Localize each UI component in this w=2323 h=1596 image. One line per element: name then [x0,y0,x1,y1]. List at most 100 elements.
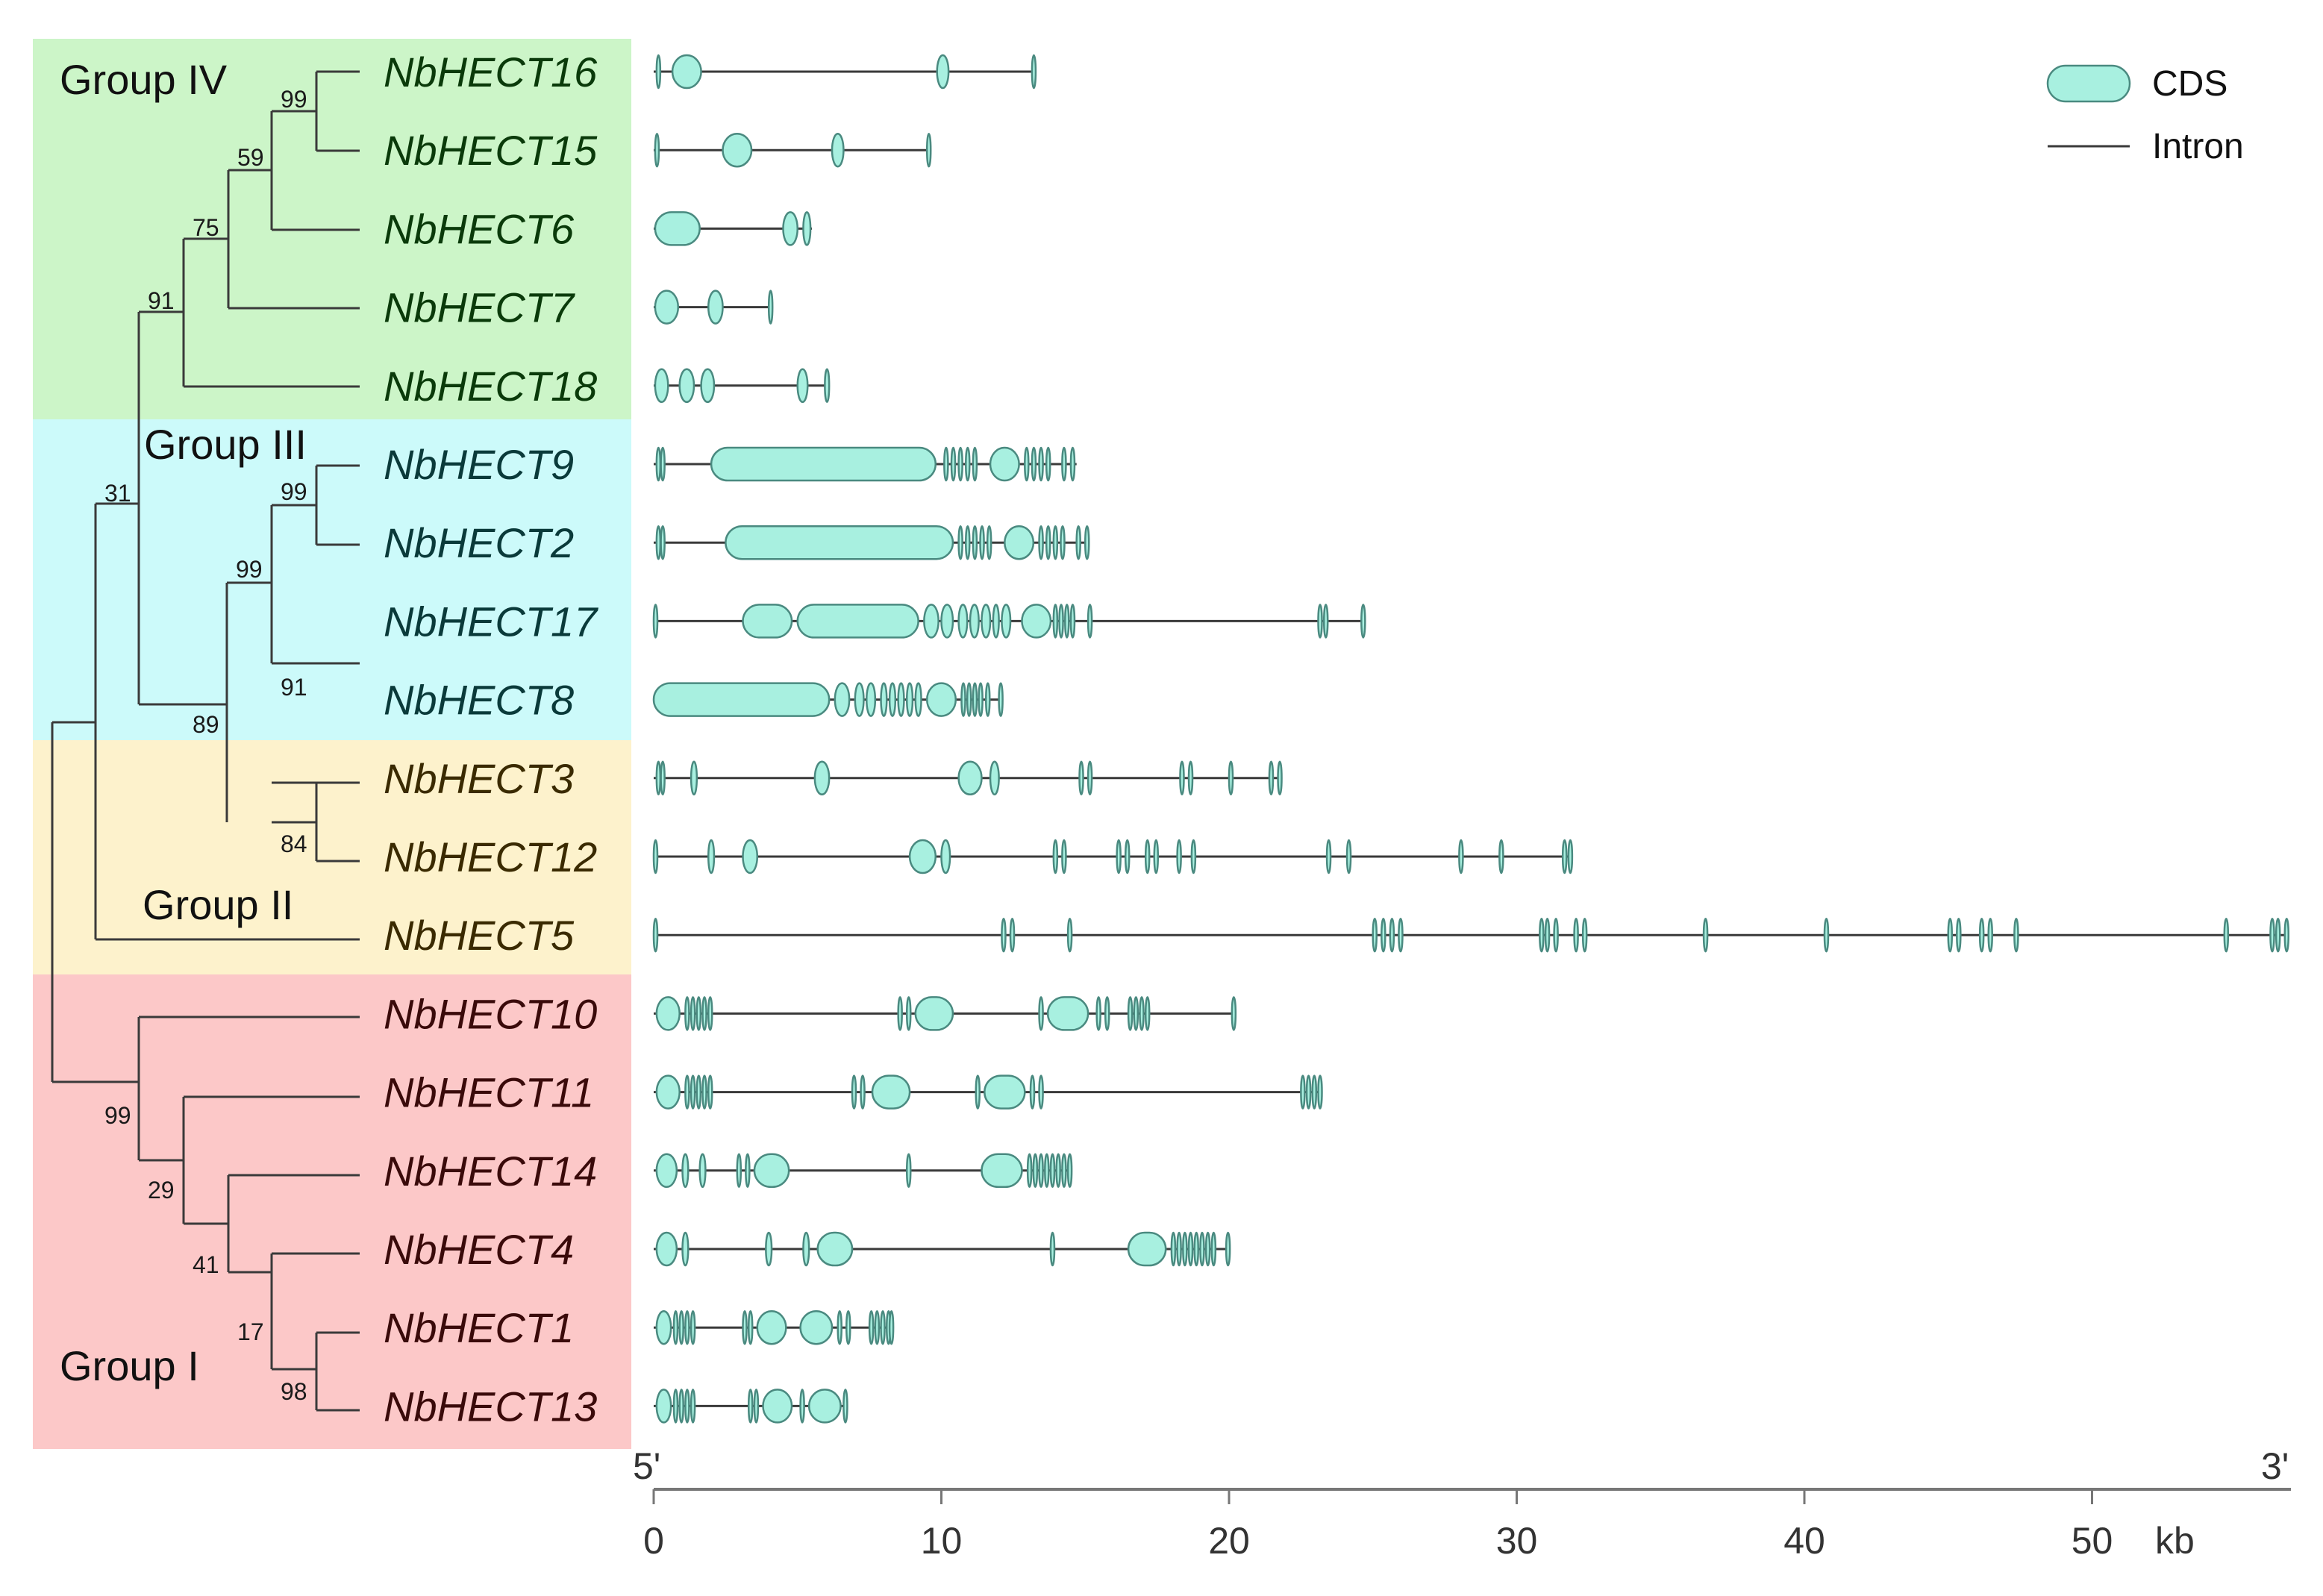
gene-structures [652,54,2290,1424]
cds-block [1561,839,1568,874]
cds-block [1389,917,1395,953]
cds-block [1225,1231,1231,1267]
cds-block [1193,1231,1199,1267]
bootstrap-value: 84 [281,830,307,857]
cds-block [660,760,666,796]
cds-block [874,1309,881,1345]
cds-block [1956,917,1962,953]
cds-block [654,368,669,404]
phylogenetic-tree [51,70,360,1412]
cds-block [992,604,1000,639]
cds-block [655,996,681,1031]
cds-block [972,446,978,482]
cds-block [690,760,698,796]
cds-block [690,1309,696,1345]
cds-block [700,368,716,404]
cds-block [1046,996,1089,1031]
cds-block [796,368,809,404]
cds-block [1049,1153,1056,1189]
cds-block [1176,1231,1182,1267]
cds-block [655,1389,672,1424]
gene-name-label: NbHECT11 [384,1069,594,1116]
gene-structure-row [654,368,831,404]
cds-block [851,1074,857,1110]
gene-name-label: NbHECT13 [384,1383,597,1430]
cds-block [1127,996,1134,1031]
cds-block [1032,1153,1039,1189]
cds-block [1176,839,1182,874]
cds-block [698,1153,707,1189]
axis-tick-label: 20 [1208,1520,1250,1562]
cds-block [2223,917,2230,953]
cds-block [957,525,963,560]
gene-name-label: NbHECT18 [384,363,597,410]
three-prime-label: 3' [2261,1445,2289,1487]
cds-block [1024,446,1030,482]
cds-block [975,1074,981,1110]
cds-block [678,1389,684,1424]
cds-block [1544,917,1551,953]
cds-block [742,1309,748,1345]
cds-block [710,446,937,482]
cds-block [753,1153,790,1189]
cds-block [1322,604,1329,639]
legend-intron-label: Intron [2152,127,2244,166]
cds-block [1139,996,1145,1031]
cds-block [652,604,659,639]
cds-block [1539,917,1545,953]
cds-block [984,1074,1026,1110]
gene-structure-row [654,446,1077,482]
cds-block [1179,760,1185,796]
cds-block [925,132,932,168]
cds-block [654,211,701,246]
group-ii-background [33,740,631,974]
cds-block [652,917,659,953]
cds-block [1058,604,1064,639]
cds-block [747,1389,754,1424]
cds-block [897,996,903,1031]
cds-block [1458,839,1464,874]
cds-block [1069,446,1076,482]
bootstrap-value: 98 [281,1378,307,1405]
gene-name-label: NbHECT12 [384,833,597,880]
cds-block [1052,604,1059,639]
cds-block [1187,1231,1194,1267]
cds-block [690,1074,696,1110]
cds-block [1075,525,1081,560]
cds-block [1045,446,1051,482]
gene-name-label: NbHECT2 [384,519,574,566]
cds-block [671,54,702,90]
gene-name-label: NbHECT10 [384,990,597,1037]
cds-block [745,1153,751,1189]
cds-block [695,996,702,1031]
cds-block [957,446,963,482]
cds-block [796,604,919,639]
gene-name-label: NbHECT9 [384,441,574,488]
gene-name-label: NbHECT16 [384,48,598,96]
cds-block [1305,1074,1312,1110]
cds-block [950,446,957,482]
cds-block [1009,917,1016,953]
cds-block [914,682,922,717]
cds-block [655,54,662,90]
cds-block [762,1389,793,1424]
cds-block [1038,525,1044,560]
cds-block [957,760,983,796]
cds-block [1567,839,1574,874]
cds-block [701,1074,707,1110]
cds-block [871,1074,911,1110]
cds-block [767,290,774,325]
cds-block [998,682,1004,717]
cds-block [957,604,969,639]
cds-block [1052,525,1059,560]
cds-block [969,604,980,639]
cds-block [1153,839,1160,874]
kb-scale-axis: 5' 3' kb 0 10 20 30 40 50 [633,1445,2291,1562]
cds-block [1210,1231,1217,1267]
cds-block [868,1309,875,1345]
cds-block [799,1309,834,1345]
cds-block [690,1389,696,1424]
cds-block [824,368,831,404]
cds-block [672,1309,679,1345]
cds-block [753,1389,760,1424]
